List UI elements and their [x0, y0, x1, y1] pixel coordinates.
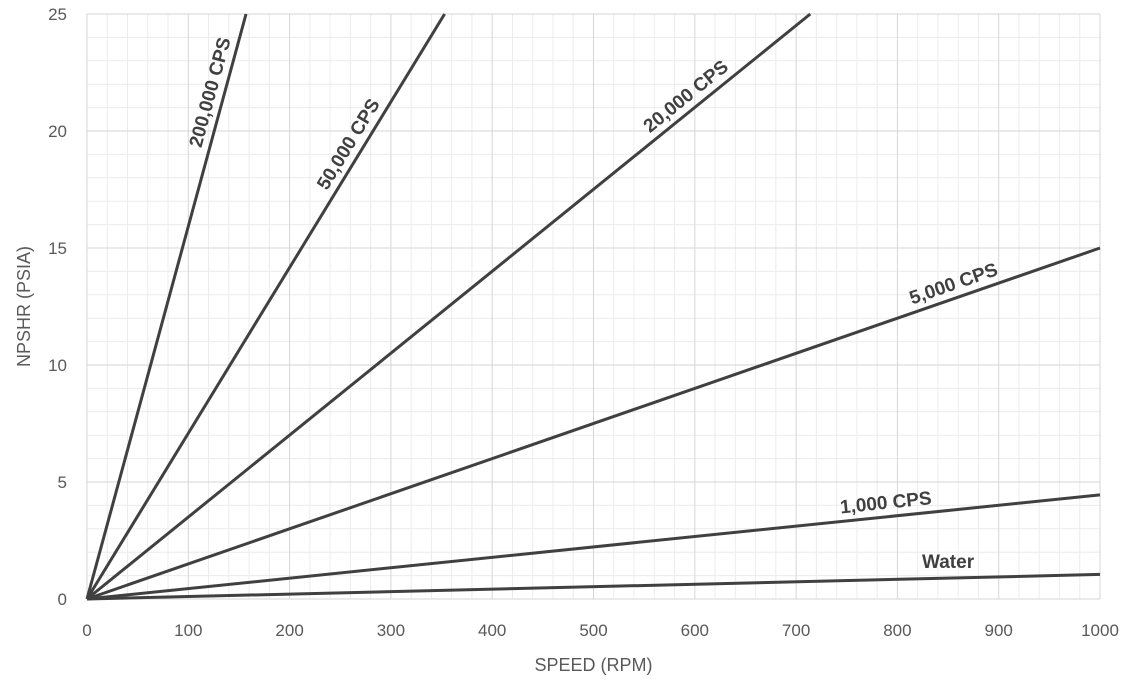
x-tick-label: 1000: [1081, 621, 1119, 640]
y-axis-title: NPSHR (PSIA): [14, 246, 34, 367]
series-label-4: 50,000 CPS: [313, 95, 384, 193]
x-tick-label: 500: [579, 621, 607, 640]
x-axis-tick-labels: 0 100 200 300 400 500 600 700 800 900 1000: [82, 621, 1119, 640]
series-lines: [85, 12, 1101, 601]
series-line-3: [86, 12, 812, 601]
x-tick-label: 900: [985, 621, 1013, 640]
x-tick-label: 0: [82, 621, 91, 640]
y-tick-label: 20: [48, 122, 67, 141]
series-label-2: 5,000 CPS: [907, 259, 1001, 309]
y-tick-label: 10: [48, 356, 67, 375]
x-tick-label: 600: [681, 621, 709, 640]
y-tick-label: 0: [58, 590, 67, 609]
series-label-0: Water: [922, 552, 975, 573]
x-tick-label: 400: [478, 621, 506, 640]
major-gridlines: [86, 13, 1101, 600]
x-tick-label: 700: [782, 621, 810, 640]
series-line-5: [85, 13, 248, 600]
x-tick-label: 100: [174, 621, 202, 640]
y-tick-label: 15: [48, 239, 67, 258]
y-tick-label: 25: [48, 5, 67, 24]
x-tick-label: 800: [883, 621, 911, 640]
x-tick-label: 200: [275, 621, 303, 640]
x-tick-label: 300: [377, 621, 405, 640]
series-line-4: [85, 13, 446, 600]
x-axis-title: SPEED (RPM): [534, 655, 652, 675]
series-label-5: 200,000 CPS: [186, 35, 236, 150]
y-axis-tick-labels: 0 5 10 15 20 25: [48, 5, 67, 609]
series-line-0: [86, 572, 1101, 601]
series-line-1: [86, 493, 1101, 601]
y-tick-label: 5: [58, 473, 67, 492]
series-line-2: [86, 246, 1101, 601]
